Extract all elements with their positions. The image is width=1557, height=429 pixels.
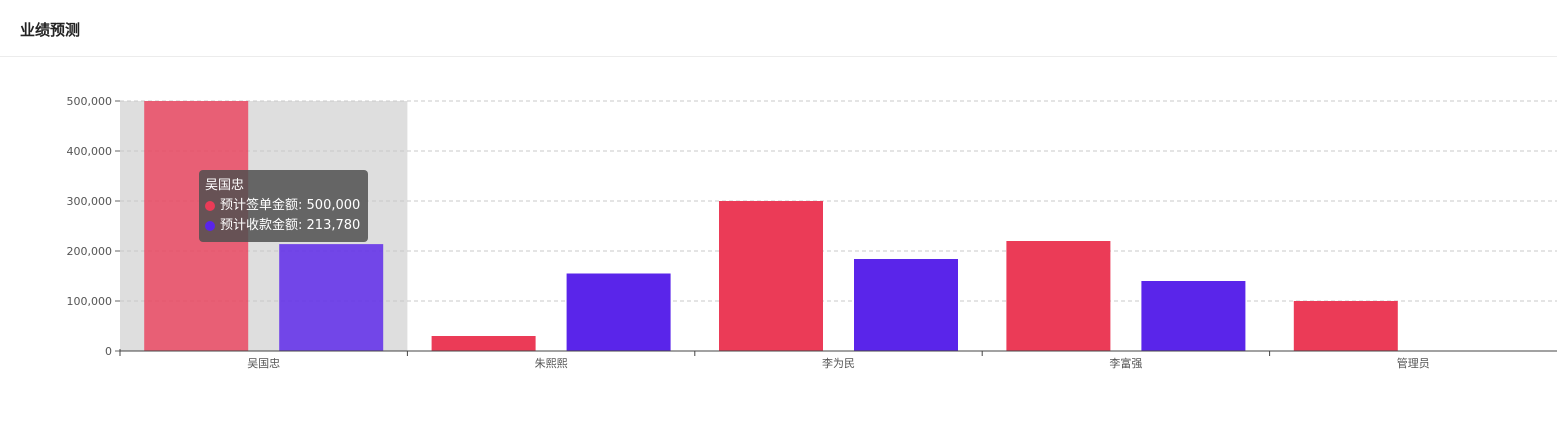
x-tick-label: 管理员: [1397, 356, 1430, 370]
tooltip-series-name: 预计签单金额: [220, 198, 299, 213]
y-tick-label: 100,000: [67, 295, 113, 308]
card-header: 业绩预测: [0, 0, 1557, 57]
bar[interactable]: [1293, 301, 1398, 351]
y-tick-label: 200,000: [67, 245, 113, 258]
x-tick-label: 朱熙熙: [535, 357, 568, 370]
x-tick-label: 李富强: [1109, 356, 1142, 370]
series-marker-icon: [205, 221, 215, 231]
tooltip-row-signing: 预计签单金额 : 500,000: [205, 196, 360, 216]
tooltip-row-collection: 预计收款金额 : 213,780: [205, 216, 360, 236]
bar[interactable]: [1006, 241, 1111, 351]
tooltip-series-name: 预计收款金额: [220, 218, 299, 233]
chart-tooltip: 吴国忠 预计签单金额 : 500,000 预计收款金额 : 213,780: [199, 170, 369, 242]
bar[interactable]: [1141, 281, 1246, 351]
x-tick-label: 吴国忠: [247, 357, 280, 370]
series-marker-icon: [205, 201, 215, 211]
tooltip-value: 500,000: [306, 198, 361, 213]
y-tick-label: 500,000: [67, 95, 113, 108]
bar[interactable]: [566, 273, 671, 352]
tooltip-category: 吴国忠: [205, 178, 245, 193]
x-tick-label: 李为民: [822, 356, 855, 370]
bar[interactable]: [854, 259, 958, 351]
bar[interactable]: [431, 336, 536, 351]
bar[interactable]: [279, 244, 384, 351]
card-title: 业绩预测: [20, 21, 81, 39]
y-tick-label: 400,000: [67, 145, 113, 158]
y-tick-label: 300,000: [67, 195, 113, 208]
bar[interactable]: [719, 201, 823, 351]
y-tick-label: 0: [105, 345, 112, 358]
tooltip-value: 213,780: [306, 218, 361, 233]
